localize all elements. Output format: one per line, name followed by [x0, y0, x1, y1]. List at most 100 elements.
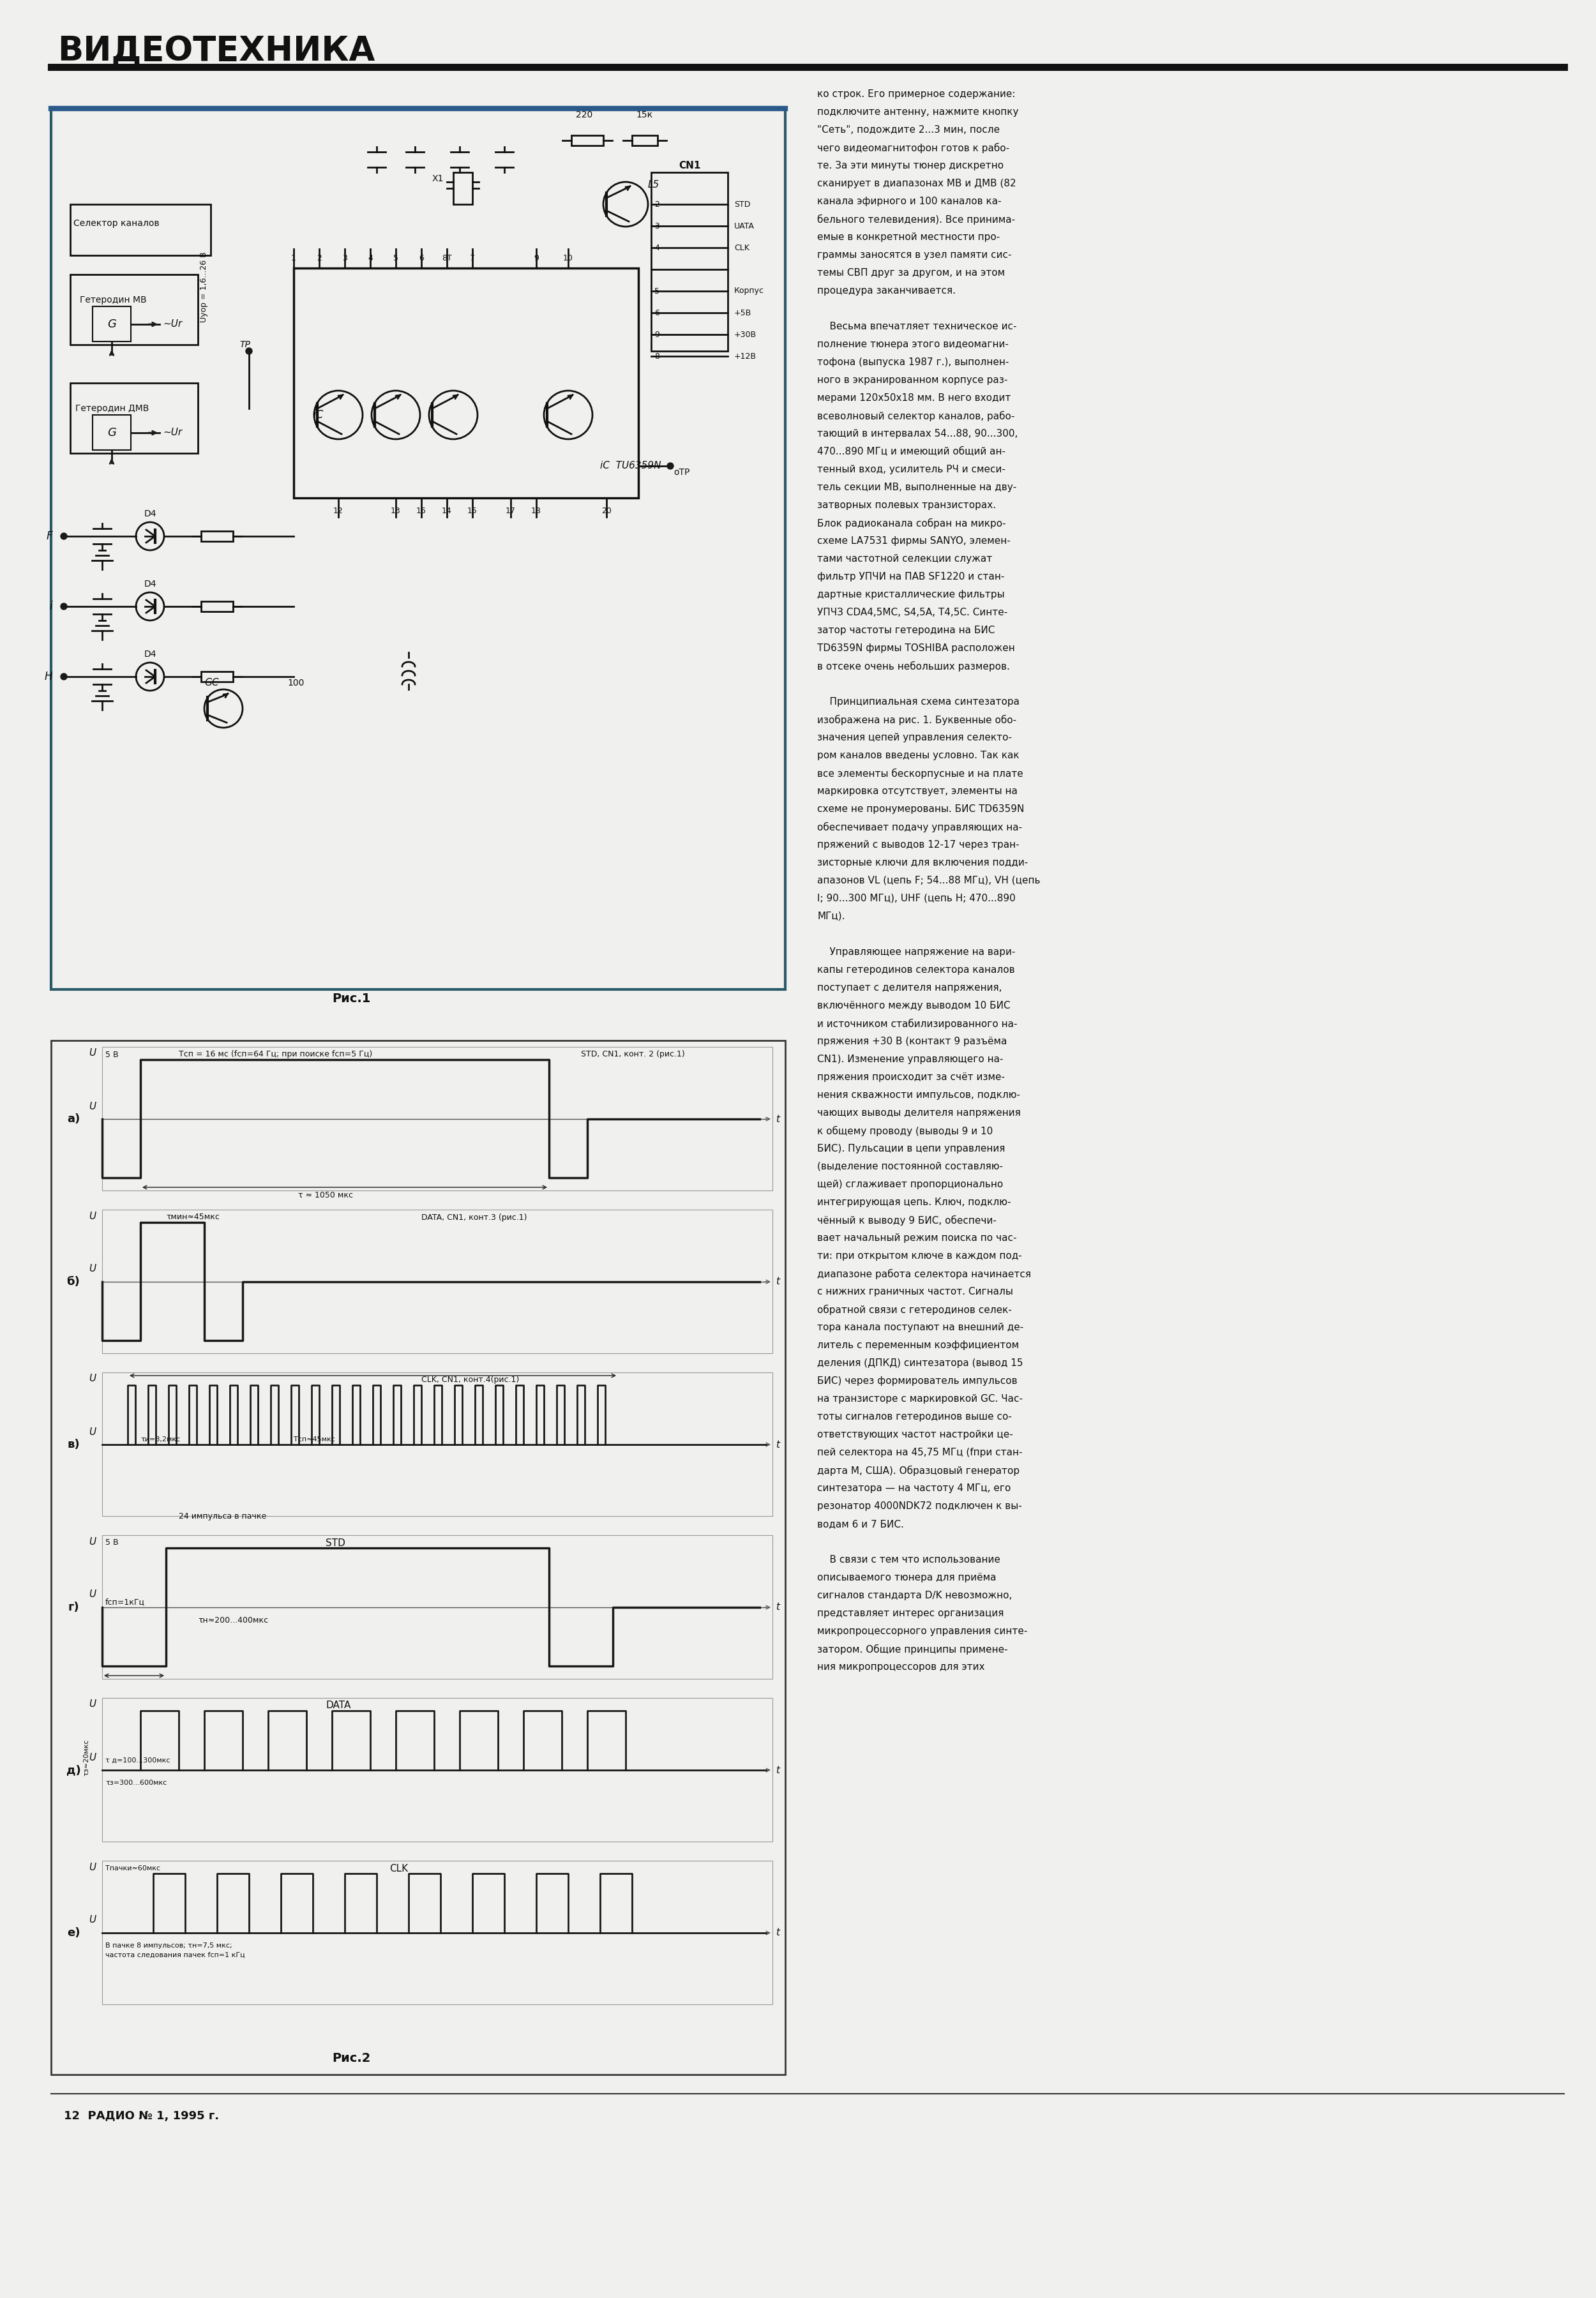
Text: граммы заносятся в узел памяти сис-: граммы заносятся в узел памяти сис-	[817, 250, 1012, 260]
Text: чего видеомагнитофон готов к рабо-: чего видеомагнитофон готов к рабо-	[817, 142, 1009, 154]
Text: УПЧЗ CDA4,5МС, S4,5A, T4,5C. Синте-: УПЧЗ CDA4,5МС, S4,5A, T4,5C. Синте-	[817, 607, 1007, 618]
Text: процедура заканчивается.: процедура заканчивается.	[817, 285, 956, 296]
Text: 15к: 15к	[637, 110, 653, 119]
Text: UATA: UATA	[734, 223, 755, 230]
Bar	[70, 205, 211, 255]
Text: апазонов VL (цепь F; 54...88 МГц), VH (цепь: апазонов VL (цепь F; 54...88 МГц), VH (ц…	[817, 876, 1041, 885]
Text: U: U	[89, 1101, 96, 1110]
Text: I; 90...300 МГц), UHF (цепь H; 470...890: I; 90...300 МГц), UHF (цепь H; 470...890	[817, 894, 1015, 903]
Text: 8: 8	[654, 352, 659, 361]
Bar	[102, 1535, 772, 1680]
Text: полнение тюнера этого видеомагни-: полнение тюнера этого видеомагни-	[817, 340, 1009, 349]
Text: 17: 17	[506, 506, 516, 515]
Text: Uуор = 1,6...26 В: Uуор = 1,6...26 В	[200, 253, 209, 322]
Text: пряжений с выводов 12-17 через тран-: пряжений с выводов 12-17 через тран-	[817, 841, 1020, 850]
Text: U: U	[89, 1374, 96, 1383]
Text: U: U	[89, 1427, 96, 1436]
Text: нения скважности импульсов, подклю-: нения скважности импульсов, подклю-	[817, 1089, 1020, 1101]
Text: iC: iC	[313, 409, 322, 421]
Text: "Сеть", подождите 2...3 мин, после: "Сеть", подождите 2...3 мин, после	[817, 124, 999, 136]
Text: Тсп≈45мкс: Тсп≈45мкс	[294, 1436, 335, 1443]
Text: 470...890 МГц и имеющий общий ан-: 470...890 МГц и имеющий общий ан-	[817, 446, 1005, 457]
Text: Рис.2: Рис.2	[332, 2052, 370, 2064]
Bar	[632, 136, 658, 145]
Text: 5 В: 5 В	[105, 1540, 118, 1547]
Text: маркировка отсутствует, элементы на: маркировка отсутствует, элементы на	[817, 786, 1018, 795]
Text: t: t	[776, 1441, 779, 1450]
Text: Весьма впечатляет техническое ис-: Весьма впечатляет техническое ис-	[817, 322, 1017, 331]
Text: U: U	[89, 1590, 96, 1599]
Text: Блок радиоканала собран на микро-: Блок радиоканала собран на микро-	[817, 519, 1005, 529]
Text: U: U	[89, 1753, 96, 1763]
Text: затор частоты гетеродина на БИС: затор частоты гетеродина на БИС	[817, 625, 994, 634]
Text: U: U	[89, 1264, 96, 1273]
Text: схеме не пронумерованы. БИС TD6359N: схеме не пронумерованы. БИС TD6359N	[817, 804, 1025, 813]
Text: t: t	[776, 1928, 779, 1937]
Text: 100: 100	[287, 678, 305, 687]
Text: МГц).: МГц).	[817, 912, 844, 921]
Text: fсп=1кГц: fсп=1кГц	[105, 1597, 145, 1606]
Text: Гетеродин МВ: Гетеродин МВ	[80, 296, 147, 303]
Text: τз≈20мкс: τз≈20мкс	[83, 1740, 89, 1776]
Text: тель секции МВ, выполненные на дву-: тель секции МВ, выполненные на дву-	[817, 483, 1017, 492]
Bar	[102, 1861, 772, 2004]
Text: i: i	[49, 600, 53, 611]
Text: STD: STD	[734, 200, 750, 209]
Circle shape	[61, 533, 67, 540]
Text: затором. Общие принципы примене-: затором. Общие принципы примене-	[817, 1645, 1007, 1655]
Text: D4: D4	[144, 510, 156, 519]
Circle shape	[667, 462, 674, 469]
Bar	[201, 602, 233, 611]
Text: STD: STD	[326, 1537, 345, 1547]
Bar	[51, 108, 785, 990]
Text: +5В: +5В	[734, 308, 752, 317]
Text: 12  РАДИО № 1, 1995 г.: 12 РАДИО № 1, 1995 г.	[64, 2110, 219, 2121]
Text: поступает с делителя напряжения,: поступает с делителя напряжения,	[817, 984, 1002, 993]
Text: дарта М, США). Образцовый генератор: дарта М, США). Образцовый генератор	[817, 1466, 1020, 1475]
Text: ния микропроцессоров для этих: ния микропроцессоров для этих	[817, 1661, 985, 1673]
Circle shape	[61, 602, 67, 609]
Bar	[201, 531, 233, 542]
Text: U: U	[89, 1914, 96, 1926]
Text: 6: 6	[654, 308, 659, 317]
Text: 2: 2	[654, 200, 659, 209]
Text: 15: 15	[468, 506, 477, 515]
Text: емые в конкретной местности про-: емые в конкретной местности про-	[817, 232, 999, 241]
Text: G: G	[107, 319, 117, 331]
Text: е): е)	[67, 1928, 80, 1940]
Text: литель с переменным коэффициентом: литель с переменным коэффициентом	[817, 1340, 1018, 1351]
Text: 7: 7	[469, 255, 476, 262]
Text: В пачке 8 импульсов; τн=7,5 мкс;: В пачке 8 импульсов; τн=7,5 мкс;	[105, 1942, 231, 1949]
Text: диапазоне работа селектора начинается: диапазоне работа селектора начинается	[817, 1268, 1031, 1280]
Text: CN1: CN1	[678, 161, 701, 170]
Text: Управляющее напряжение на вари-: Управляющее напряжение на вари-	[817, 947, 1015, 956]
Text: зисторные ключи для включения подди-: зисторные ключи для включения подди-	[817, 857, 1028, 866]
Text: τи=3,2мкс: τи=3,2мкс	[140, 1436, 180, 1443]
Text: 2: 2	[316, 255, 322, 262]
Bar	[294, 269, 638, 499]
Text: и источником стабилизированного на-: и источником стабилизированного на-	[817, 1018, 1017, 1030]
Text: 4: 4	[367, 255, 373, 262]
Bar	[93, 416, 131, 450]
Text: 20: 20	[602, 506, 611, 515]
Text: 5: 5	[393, 255, 399, 262]
Text: мерами 120х50х18 мм. В него входит: мерами 120х50х18 мм. В него входит	[817, 393, 1010, 402]
Text: (выделение постоянной составляю-: (выделение постоянной составляю-	[817, 1163, 1002, 1172]
Text: ~Ur: ~Ur	[163, 319, 182, 329]
Text: вает начальный режим поиска по час-: вает начальный режим поиска по час-	[817, 1234, 1017, 1243]
Bar	[102, 1372, 772, 1517]
Text: CN1). Изменение управляющего на-: CN1). Изменение управляющего на-	[817, 1055, 1004, 1064]
Text: всеволновый селектор каналов, рабо-: всеволновый селектор каналов, рабо-	[817, 411, 1015, 421]
Text: X1: X1	[433, 175, 444, 184]
Bar	[102, 1209, 772, 1354]
Text: 1: 1	[290, 255, 297, 262]
Text: Принципиальная схема синтезатора: Принципиальная схема синтезатора	[817, 696, 1020, 708]
Text: бельного телевидения). Все принима-: бельного телевидения). Все принима-	[817, 214, 1015, 225]
Circle shape	[61, 673, 67, 680]
Text: t: t	[776, 1278, 779, 1287]
Text: +30В: +30В	[734, 331, 757, 338]
Text: ко строк. Его примерное содержание:: ко строк. Его примерное содержание:	[817, 90, 1015, 99]
Text: все элементы бескорпусные и на плате: все элементы бескорпусные и на плате	[817, 768, 1023, 779]
Text: тора канала поступают на внешний де-: тора канала поступают на внешний де-	[817, 1324, 1023, 1333]
Text: STD, CN1, конт. 2 (рис.1): STD, CN1, конт. 2 (рис.1)	[581, 1050, 685, 1059]
